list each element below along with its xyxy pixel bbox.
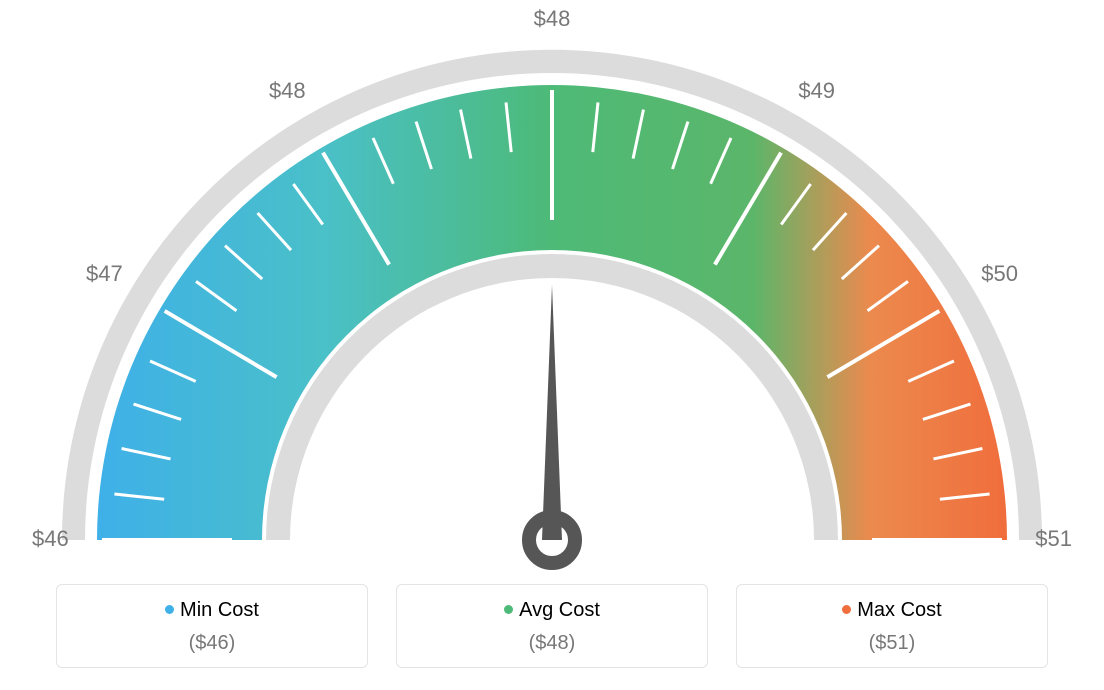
legend-value: ($46)	[57, 632, 367, 655]
legend-label: Avg Cost	[519, 599, 600, 622]
dot-icon	[504, 605, 513, 614]
legend-title-avg: Avg Cost	[504, 599, 600, 622]
legend-row: Min Cost ($46) Avg Cost ($48) Max Cost (…	[0, 584, 1104, 668]
cost-gauge-chart: $46 $47 $48 $48 $49 $50 $51 Min Cost ($46) Avg…	[0, 0, 1104, 690]
legend-title-min: Min Cost	[165, 599, 259, 622]
dot-icon	[165, 605, 174, 614]
svg-text:$46: $46	[32, 526, 69, 551]
legend-label: Min Cost	[180, 599, 259, 622]
legend-title-max: Max Cost	[842, 599, 941, 622]
svg-text:$51: $51	[1035, 526, 1072, 551]
legend-value: ($51)	[737, 632, 1047, 655]
svg-text:$50: $50	[981, 261, 1018, 286]
legend-value: ($48)	[397, 632, 707, 655]
legend-label: Max Cost	[857, 599, 941, 622]
legend-card-max: Max Cost ($51)	[736, 584, 1048, 668]
svg-text:$48: $48	[269, 78, 306, 103]
svg-text:$48: $48	[534, 6, 571, 31]
dot-icon	[842, 605, 851, 614]
legend-card-avg: Avg Cost ($48)	[396, 584, 708, 668]
svg-text:$49: $49	[798, 78, 835, 103]
legend-card-min: Min Cost ($46)	[56, 584, 368, 668]
gauge-svg: $46 $47 $48 $48 $49 $50 $51	[0, 0, 1104, 580]
svg-text:$47: $47	[86, 261, 123, 286]
